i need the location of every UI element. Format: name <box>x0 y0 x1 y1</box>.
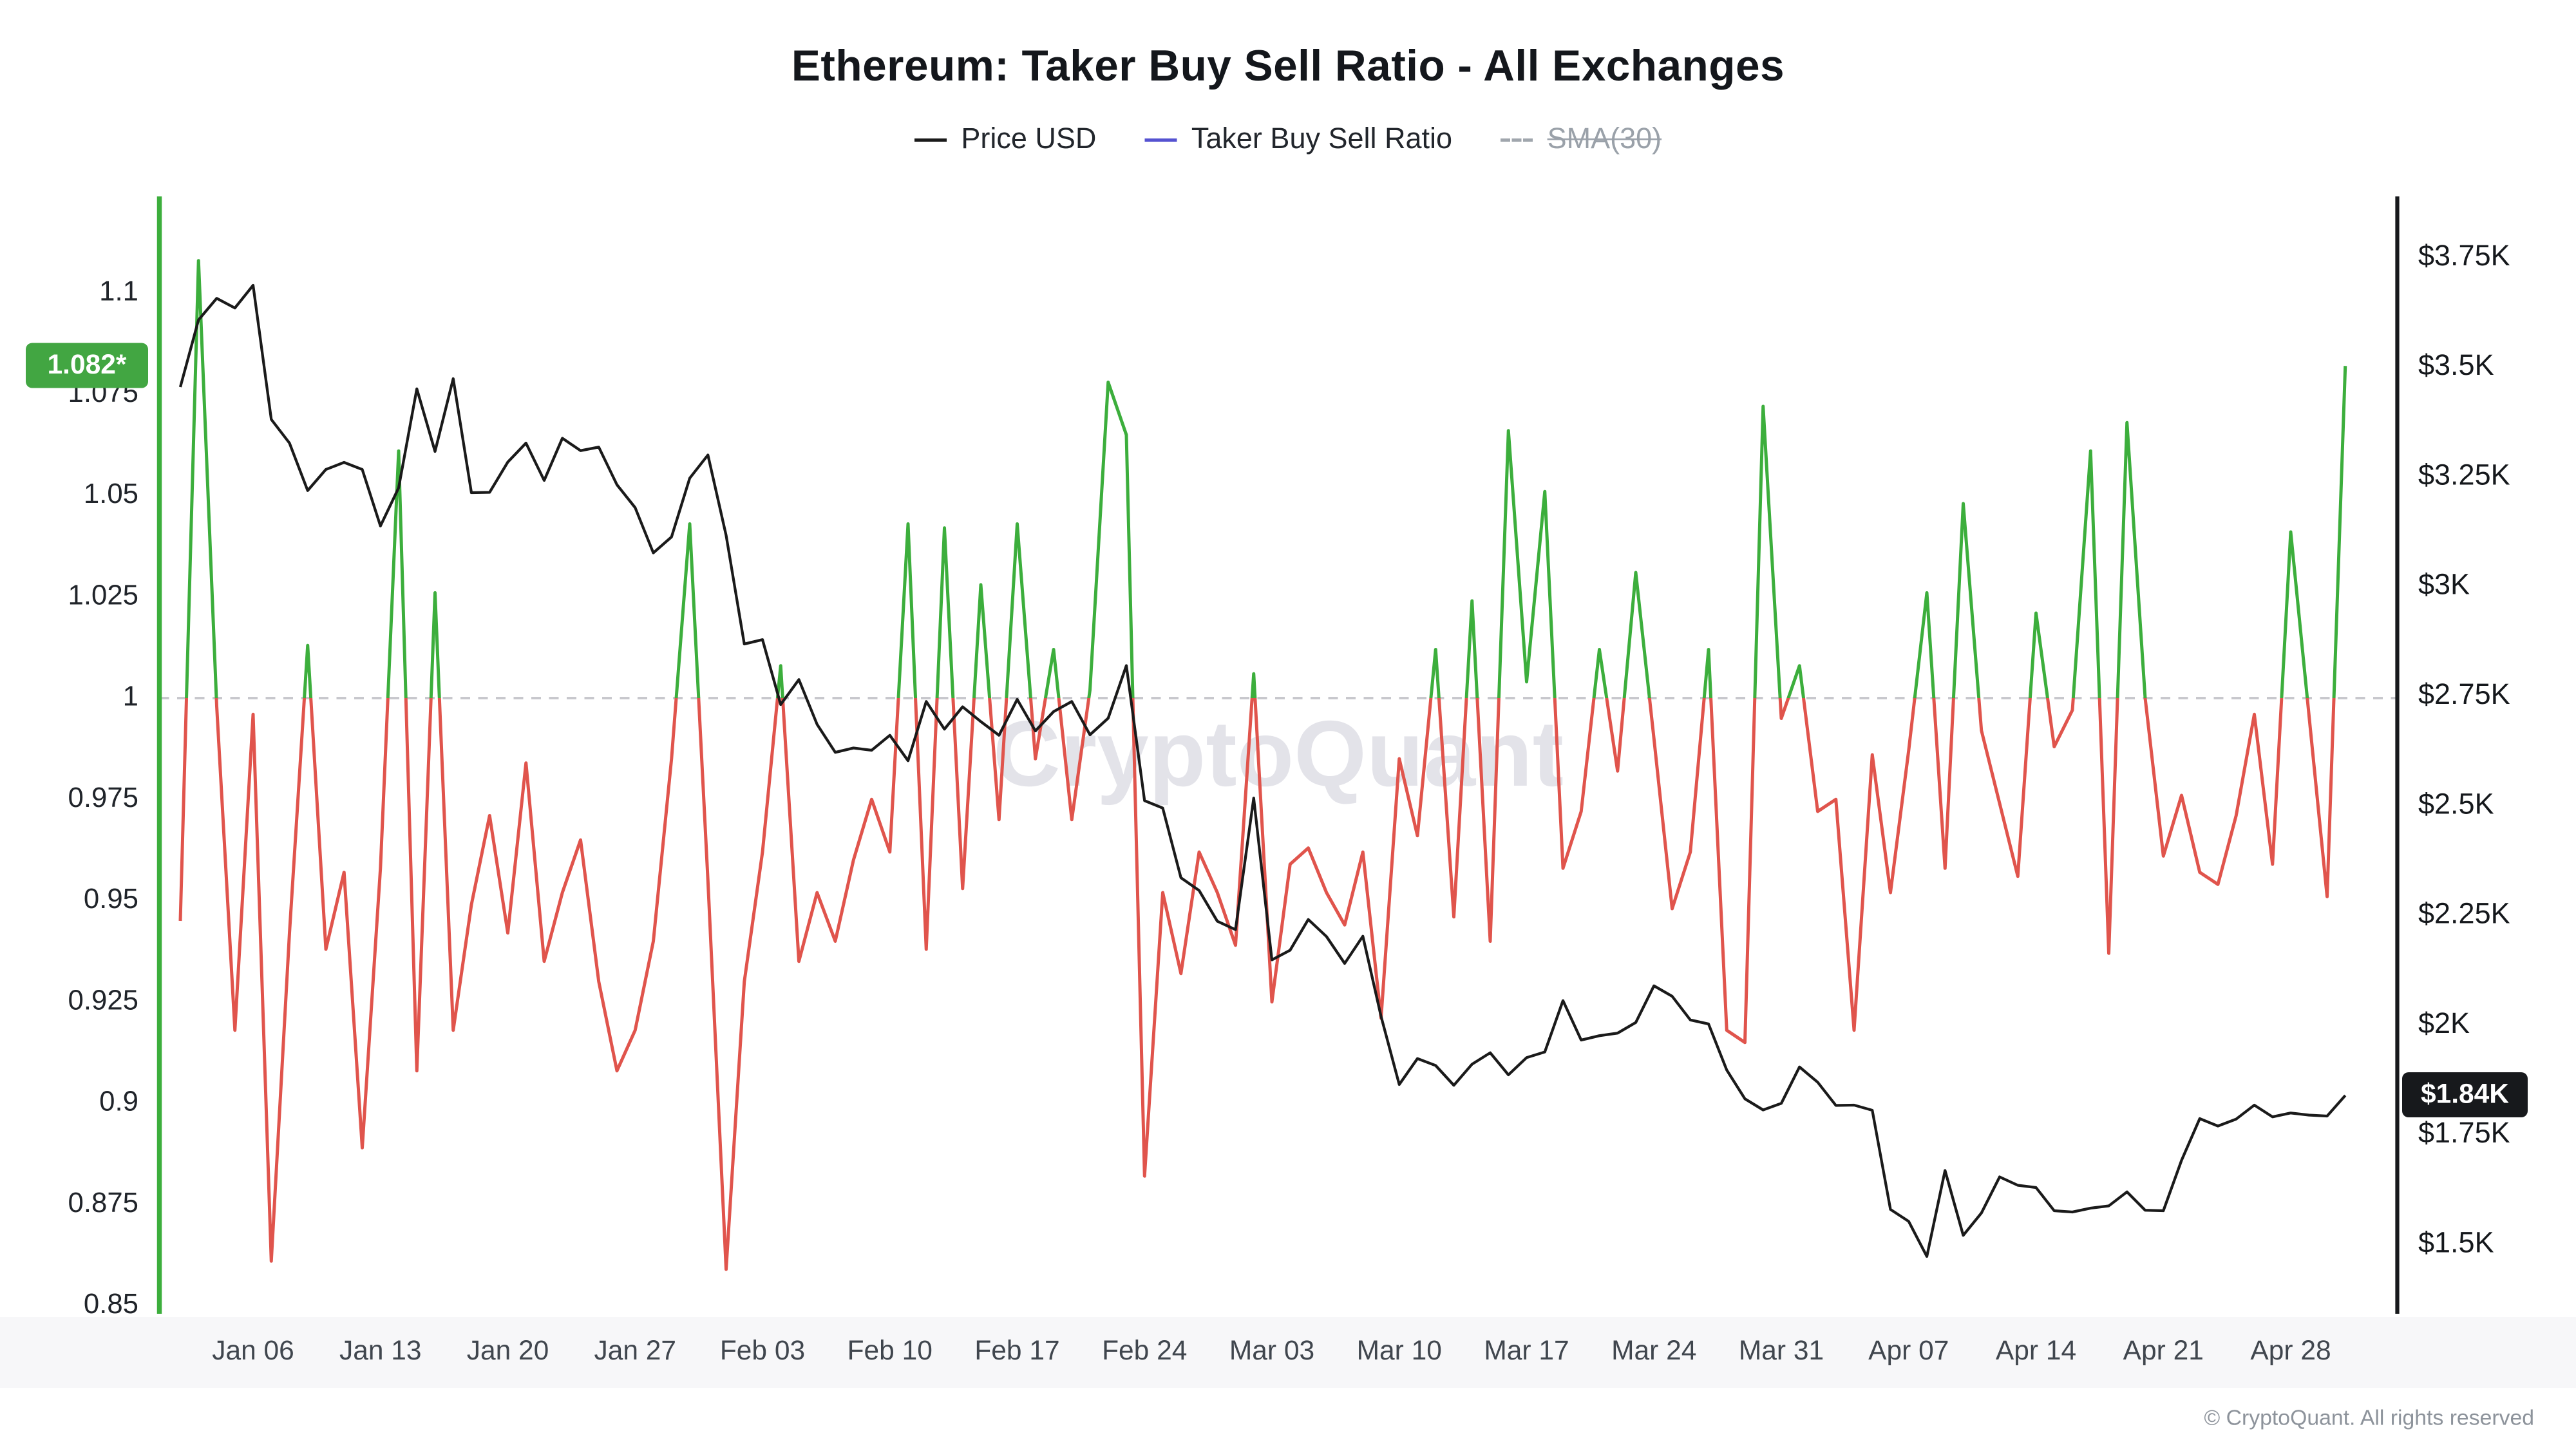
x-tick-label: Mar 31 <box>1739 1336 1824 1366</box>
legend-label: SMA(30) <box>1547 122 1662 155</box>
y-left-tick-label: 0.925 <box>68 984 138 1016</box>
x-tick-label: Apr 14 <box>1996 1336 2076 1366</box>
x-tick-label: Mar 03 <box>1229 1336 1314 1366</box>
y-left-tick-label: 0.975 <box>68 782 138 813</box>
x-tick-label: Feb 24 <box>1102 1336 1187 1366</box>
y-right-tick-label: $2.25K <box>2418 897 2510 930</box>
y-right-tick-label: $1.75K <box>2418 1116 2510 1149</box>
legend-swatch <box>1501 137 1533 141</box>
y-right-tick-label: $2K <box>2418 1007 2470 1039</box>
y-right-tick-label: $1.5K <box>2418 1226 2494 1258</box>
x-tick-label: Feb 10 <box>848 1336 933 1366</box>
x-tick-label: Jan 20 <box>467 1336 549 1366</box>
copyright: © CryptoQuant. All rights reserved <box>2204 1405 2534 1430</box>
x-tick-label: Jan 13 <box>339 1336 422 1366</box>
legend-item-sma-30[interactable]: SMA(30) <box>1501 122 1662 156</box>
y-left-tick-label: 1.1 <box>99 276 138 307</box>
legend-swatch <box>1144 137 1177 141</box>
x-tick-label: Mar 24 <box>1611 1336 1696 1366</box>
legend: Price USD Taker Buy Sell Ratio SMA(30) <box>0 122 2576 156</box>
taker-ratio-line-below-1 <box>178 698 2336 1271</box>
price-line <box>178 283 2347 1258</box>
legend-item-price-usd[interactable]: Price USD <box>914 122 1097 156</box>
y-left-tick-label: 0.95 <box>84 883 138 914</box>
x-tick-label: Jan 27 <box>594 1336 676 1366</box>
price-last-value-badge: $1.84K <box>2402 1072 2528 1118</box>
y-right-tick-label: $3K <box>2418 568 2470 601</box>
legend-swatch <box>914 137 947 141</box>
x-tick-label: Jan 06 <box>212 1336 294 1366</box>
x-tick-label: Feb 03 <box>720 1336 805 1366</box>
y-left-tick-label: 1.025 <box>68 579 138 611</box>
y-right-tick-label: $2.75K <box>2418 677 2510 710</box>
y-left-tick-label: 1.05 <box>84 478 138 509</box>
x-axis-band <box>0 1317 2576 1388</box>
legend-label: Taker Buy Sell Ratio <box>1191 122 1453 155</box>
y-left-tick-label: 0.875 <box>68 1187 138 1218</box>
x-tick-label: Apr 21 <box>2123 1336 2204 1366</box>
y-right-tick-label: $3.5K <box>2418 348 2494 381</box>
legend-item-taker-buy-sell-ratio[interactable]: Taker Buy Sell Ratio <box>1144 122 1452 156</box>
y-left-tick-label: 0.85 <box>84 1288 138 1320</box>
x-tick-label: Apr 07 <box>1868 1336 1949 1366</box>
x-tick-label: Mar 17 <box>1484 1336 1569 1366</box>
legend-label: Price USD <box>961 122 1097 155</box>
y-right-tick-label: $3.75K <box>2418 239 2510 272</box>
watermark: CryptoQuant <box>993 701 1564 806</box>
y-left-tick-label: 0.9 <box>99 1086 138 1117</box>
chart-title: Ethereum: Taker Buy Sell Ratio - All Exc… <box>791 42 1785 90</box>
x-tick-label: Feb 17 <box>974 1336 1059 1366</box>
y-right-tick-label: $2.5K <box>2418 787 2494 820</box>
x-tick-label: Apr 28 <box>2250 1336 2331 1366</box>
y-left-tick-label: 1 <box>123 681 138 712</box>
y-right-tick-label: $3.25K <box>2418 458 2510 491</box>
x-tick-label: Mar 10 <box>1357 1336 1442 1366</box>
ratio-last-value-badge: 1.082* <box>26 343 148 389</box>
